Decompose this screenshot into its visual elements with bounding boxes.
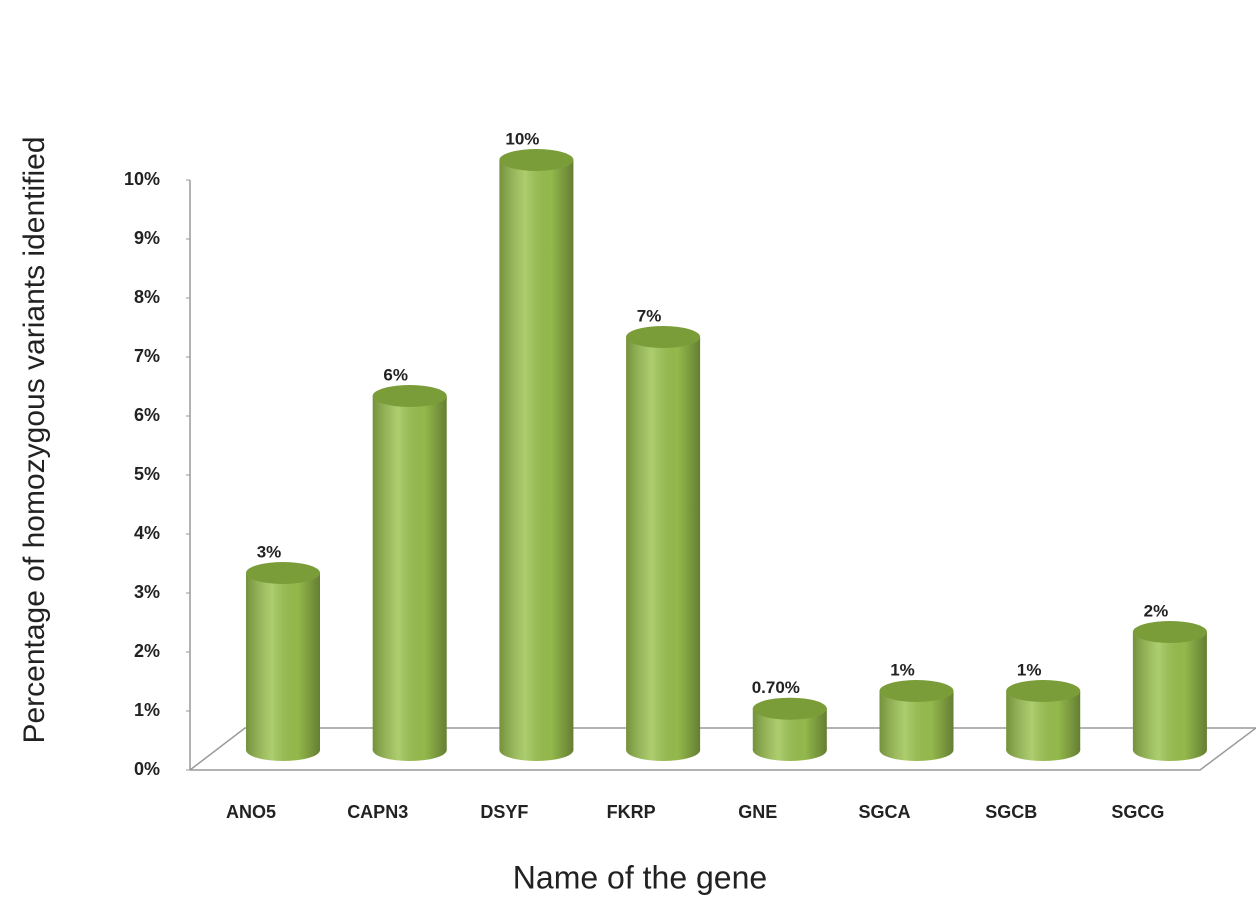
- x-tick-label: ANO5: [226, 802, 276, 822]
- y-tick-label: 5%: [134, 464, 160, 484]
- value-label: 10%: [505, 129, 539, 148]
- y-tick-label: 0%: [134, 759, 160, 779]
- cylinder-top: [246, 562, 320, 584]
- cylinder-top-shade: [499, 149, 574, 171]
- y-tick-label: 4%: [134, 523, 160, 543]
- cylinder-top: [1006, 680, 1081, 702]
- cylinder: [1006, 680, 1081, 761]
- cylinder-body-shade: [372, 396, 447, 750]
- value-label: 3%: [257, 542, 282, 561]
- value-label: 6%: [383, 365, 408, 384]
- cylinder: [626, 326, 701, 761]
- x-tick-label: SGCB: [985, 802, 1037, 822]
- cylinder: [246, 562, 320, 761]
- cylinder-top-shade: [372, 385, 447, 407]
- cylinder-top-shade: [626, 326, 701, 348]
- cylinder-body-shade: [1132, 632, 1207, 750]
- x-tick-label: FKRP: [607, 802, 656, 822]
- x-tick-label: SGCA: [858, 802, 910, 822]
- cylinder-top: [499, 149, 574, 171]
- y-tick-label: 3%: [134, 582, 160, 602]
- cylinder: [499, 149, 574, 761]
- cylinder-top-shade: [1132, 621, 1207, 643]
- cylinder-top: [1132, 621, 1207, 643]
- cylinder: [372, 385, 447, 761]
- cylinder: [879, 680, 954, 761]
- y-tick-label: 7%: [134, 346, 160, 366]
- floor: [189, 180, 1256, 771]
- cylinder: [1132, 621, 1207, 761]
- y-tick-label: 8%: [134, 287, 160, 307]
- cylinder-body-shade: [246, 573, 320, 750]
- value-label: 7%: [637, 306, 662, 325]
- cylinder-top: [752, 697, 827, 720]
- x-tick-label: DSYF: [480, 802, 528, 822]
- cylinder: [752, 697, 827, 761]
- cylinder-top-shade: [879, 680, 954, 702]
- y-tick-label: 10%: [124, 169, 160, 189]
- cylinder-body-shade: [626, 337, 701, 750]
- x-axis-title: Name of the gene: [513, 859, 767, 895]
- cylinder-top: [879, 680, 954, 702]
- y-axis-title: Percentage of homozygous variants identi…: [18, 136, 51, 743]
- y-tick-label: 2%: [134, 641, 160, 661]
- cylinder-top: [626, 326, 701, 348]
- value-label: 1%: [1017, 660, 1042, 679]
- x-tick-label: CAPN3: [347, 802, 408, 822]
- cylinder-body-shade: [499, 160, 574, 750]
- cylinder-top-shade: [1006, 680, 1081, 702]
- value-label: 0.70%: [752, 678, 800, 697]
- cylinder-top-shade: [752, 697, 827, 720]
- x-tick-label: SGCG: [1111, 802, 1164, 822]
- value-label: 2%: [1144, 601, 1169, 620]
- y-tick-label: 6%: [134, 405, 160, 425]
- y-tick-label: 1%: [134, 700, 160, 720]
- cylinder-top-shade: [246, 562, 320, 584]
- cylinder-top: [372, 385, 447, 407]
- value-label: 1%: [890, 660, 915, 679]
- y-tick-label: 9%: [134, 228, 160, 248]
- x-tick-label: GNE: [738, 802, 777, 822]
